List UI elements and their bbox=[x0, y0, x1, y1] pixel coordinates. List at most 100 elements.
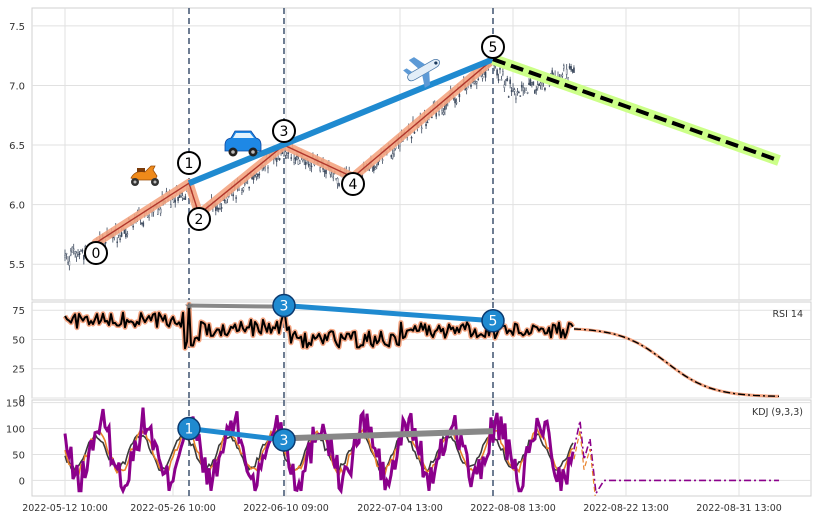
y-tick-label: 7.0 bbox=[9, 81, 25, 92]
y-tick-label: 75 bbox=[12, 306, 25, 317]
candle-body bbox=[267, 167, 269, 169]
wave-line bbox=[95, 58, 494, 244]
candle-body bbox=[499, 68, 501, 70]
wave-label: 5 bbox=[489, 40, 498, 56]
candle-body bbox=[563, 65, 565, 69]
candle-body bbox=[541, 82, 543, 86]
candle-body bbox=[235, 197, 237, 199]
candle-body bbox=[454, 98, 456, 104]
candle-body bbox=[184, 196, 187, 200]
kdj-divergence-line bbox=[188, 426, 285, 443]
candle-body bbox=[484, 71, 487, 78]
candle-body bbox=[181, 195, 184, 198]
candle-body bbox=[159, 208, 162, 214]
wave-label: 2 bbox=[195, 212, 204, 228]
wave-label-circle bbox=[187, 207, 211, 231]
candle-body bbox=[571, 69, 574, 72]
candle-body bbox=[544, 87, 546, 91]
x-tick-label: 2022-08-08 13:00 bbox=[470, 503, 556, 514]
candle-body bbox=[458, 94, 461, 98]
candle-body bbox=[74, 251, 76, 255]
candle-body bbox=[219, 204, 221, 209]
candle-body bbox=[65, 253, 68, 255]
candle-body bbox=[373, 164, 375, 171]
candle-body bbox=[532, 81, 535, 86]
candle-body bbox=[254, 174, 256, 177]
wave-label: 1 bbox=[185, 156, 194, 172]
wave-label-circle bbox=[84, 241, 108, 265]
candle-body bbox=[258, 173, 261, 176]
candle-body bbox=[476, 81, 478, 84]
kdj-gray-line bbox=[283, 428, 494, 442]
candle-body bbox=[561, 74, 564, 77]
rsi-star: ★ bbox=[184, 300, 194, 313]
candle-body bbox=[426, 121, 429, 124]
y-tick-label: 50 bbox=[12, 335, 25, 346]
candle-body bbox=[332, 176, 335, 179]
candle-body bbox=[80, 250, 82, 252]
candle-body bbox=[238, 188, 240, 191]
candle-body bbox=[257, 173, 259, 177]
candle-body bbox=[442, 112, 445, 115]
forecast-line bbox=[492, 57, 780, 163]
candle-body bbox=[125, 233, 127, 238]
rsi-gray-line bbox=[188, 303, 285, 309]
candle-body bbox=[275, 157, 278, 162]
candle-body bbox=[438, 111, 440, 115]
candle-body bbox=[551, 70, 553, 75]
candle-body bbox=[83, 255, 85, 260]
rsi-point-label: 3 bbox=[280, 299, 289, 315]
candle-body bbox=[78, 252, 81, 255]
candle-body bbox=[119, 238, 121, 240]
candle-body bbox=[278, 158, 281, 161]
candle-body bbox=[284, 151, 287, 156]
rsi-forecast-line bbox=[573, 328, 780, 397]
candle-body bbox=[172, 198, 175, 203]
candle-body bbox=[183, 198, 185, 200]
candle-body bbox=[526, 92, 529, 94]
candle-body bbox=[156, 208, 159, 215]
candle-body bbox=[538, 83, 540, 86]
candle-body bbox=[141, 222, 143, 224]
kdj-forecast-k bbox=[573, 430, 596, 496]
candle-body bbox=[243, 183, 246, 186]
candle-body bbox=[505, 79, 507, 82]
candle-body bbox=[375, 165, 378, 167]
candle-body bbox=[132, 225, 134, 228]
candle-body bbox=[336, 178, 339, 184]
candle-body bbox=[518, 91, 520, 94]
candle-body bbox=[506, 78, 509, 81]
candle-body bbox=[252, 177, 255, 180]
candle-body bbox=[287, 152, 290, 155]
rsi-point-circle bbox=[272, 293, 296, 318]
candle-body bbox=[177, 196, 179, 201]
candle-body bbox=[377, 161, 380, 166]
x-tick-label: 2022-05-26 10:00 bbox=[130, 503, 216, 514]
scooter-icon bbox=[130, 165, 159, 186]
candle-body bbox=[248, 186, 250, 189]
candle-body bbox=[338, 183, 340, 187]
candle-body bbox=[410, 136, 413, 139]
y-tick-label: 50 bbox=[12, 450, 25, 461]
y-tick-label: 150 bbox=[6, 399, 25, 410]
candle-body bbox=[217, 208, 220, 210]
candle-body bbox=[536, 84, 539, 89]
candle-body bbox=[496, 69, 498, 76]
candle-body bbox=[104, 241, 107, 244]
wave-label-circle bbox=[177, 151, 201, 175]
candle-body bbox=[509, 79, 511, 84]
wave-label: 3 bbox=[280, 124, 289, 140]
candle-body bbox=[420, 127, 423, 130]
candle-body bbox=[146, 215, 149, 218]
candle-body bbox=[470, 84, 472, 87]
candle-body bbox=[481, 76, 484, 79]
kdj-point-circle bbox=[177, 416, 201, 441]
candle-body bbox=[299, 160, 301, 164]
y-tick-label: 0 bbox=[19, 394, 25, 405]
candle-body bbox=[534, 90, 536, 94]
candle-body bbox=[323, 170, 326, 173]
candle-body bbox=[148, 215, 150, 218]
wave-label-circle bbox=[272, 119, 296, 143]
candle-body bbox=[178, 195, 181, 198]
wave-label: 0 bbox=[92, 246, 101, 262]
